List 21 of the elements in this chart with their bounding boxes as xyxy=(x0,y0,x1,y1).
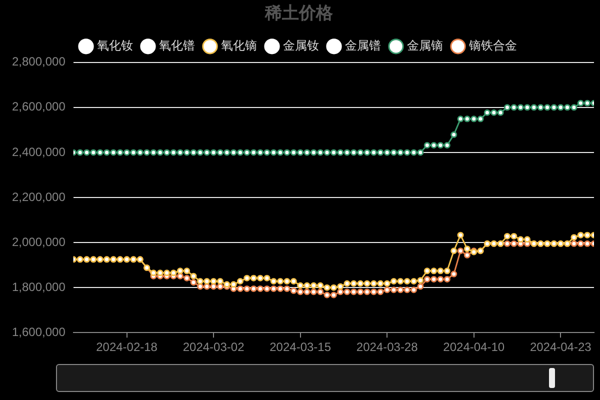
legend-label: 镝铁合金 xyxy=(468,38,517,53)
legend-label: 氧化钕 xyxy=(97,38,133,53)
y-tick-label: 1,600,000 xyxy=(12,324,66,339)
legend-label: 金属镝 xyxy=(407,38,443,53)
y-tick-label: 2,200,000 xyxy=(12,190,66,204)
legend-label: 氧化镨 xyxy=(159,38,195,53)
legend-label: 金属镨 xyxy=(345,38,381,53)
x-tick-label: 2024-02-18 xyxy=(96,340,158,354)
x-tick-label: 2024-04-23 xyxy=(530,340,592,354)
legend-label: 氧化镝 xyxy=(221,38,257,53)
y-tick-label: 2,000,000 xyxy=(12,234,66,249)
y-tick-label: 2,400,000 xyxy=(12,144,66,159)
chart-title: 稀土价格 xyxy=(264,4,334,24)
legend-label: 金属钕 xyxy=(283,38,319,53)
x-tick-label: 2024-03-02 xyxy=(182,340,245,354)
y-tick-label: 2,600,000 xyxy=(12,100,66,114)
x-tick-label: 2024-03-15 xyxy=(270,340,332,354)
y-tick-label: 1,800,000 xyxy=(12,280,66,294)
x-tick-label: 2024-04-10 xyxy=(443,340,505,354)
x-tick-label: 2024-03-28 xyxy=(356,340,418,354)
y-tick-label: 2,800,000 xyxy=(12,54,66,69)
